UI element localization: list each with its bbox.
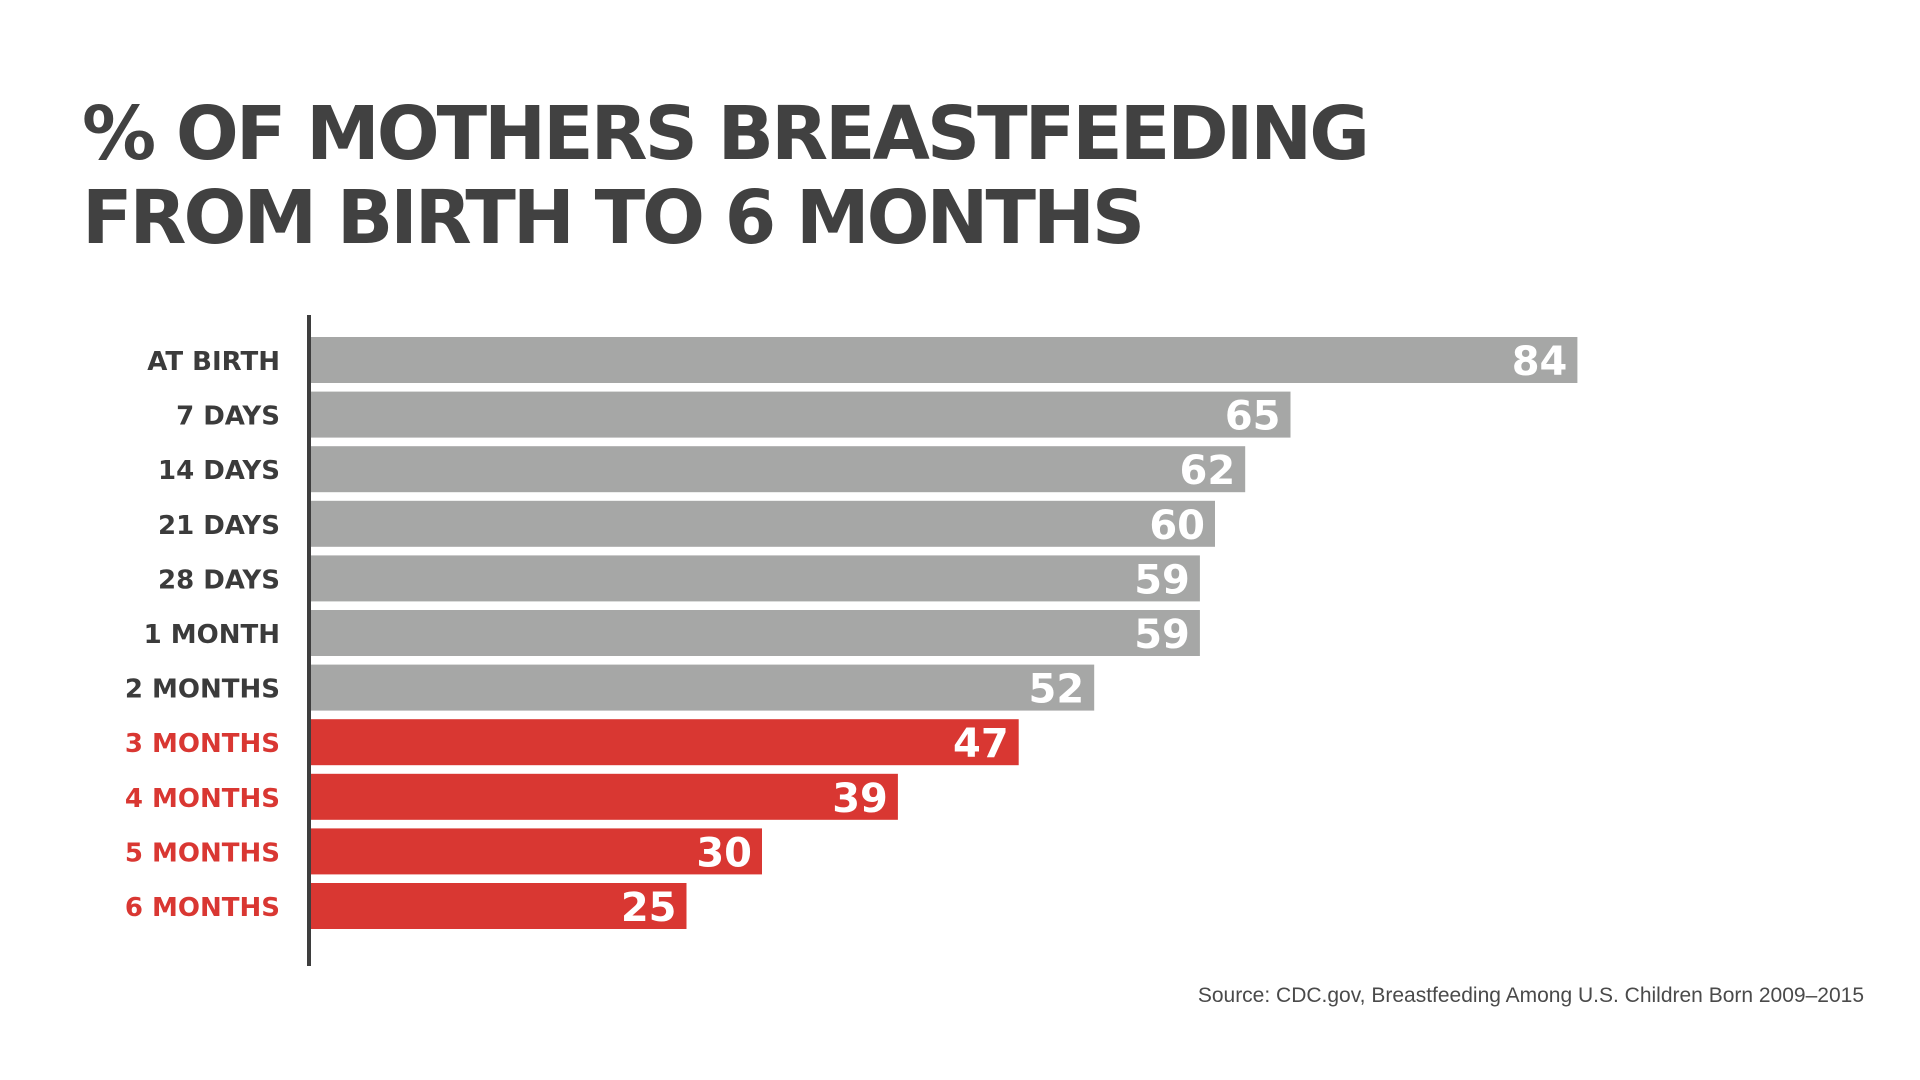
value-label-4-months: 39 (832, 776, 888, 822)
chart-title-line-2: FROM BIRTH TO 6 MONTHS (82, 175, 1145, 261)
bar-2-months (309, 664, 1095, 711)
bar-7-days (309, 391, 1291, 438)
bar-3-months (309, 719, 1019, 766)
value-label-at-birth: 84 (1512, 339, 1568, 385)
value-label-6-months: 25 (621, 885, 677, 931)
value-label-7-days: 65 (1225, 394, 1281, 440)
category-label-1-month: 1 MONTH (144, 620, 280, 650)
category-label-28-days: 28 DAYS (158, 565, 280, 595)
chart-title-line-1: % OF MOTHERS BREASTFEEDING (82, 91, 1370, 177)
bar-1-month (309, 610, 1200, 656)
bar-6-months (309, 883, 687, 929)
chart-title: % OF MOTHERS BREASTFEEDING FROM BIRTH TO… (82, 91, 1370, 261)
category-label-7-days: 7 DAYS (176, 402, 280, 432)
value-label-28-days: 59 (1134, 557, 1190, 603)
value-label-14-days: 62 (1180, 448, 1236, 494)
category-label-3-months: 3 MONTHS (125, 729, 280, 759)
category-label-at-birth: AT BIRTH (147, 347, 280, 377)
value-label-3-months: 47 (953, 721, 1009, 767)
value-label-1-month: 59 (1134, 612, 1190, 658)
bar-21-days (309, 500, 1215, 547)
value-label-2-months: 52 (1029, 667, 1085, 713)
value-label-5-months: 30 (696, 830, 752, 876)
category-label-6-months: 6 MONTHS (125, 893, 280, 923)
bar-28-days (309, 555, 1200, 602)
category-label-2-months: 2 MONTHS (125, 675, 280, 705)
bar-5-months (309, 828, 762, 875)
bar-at-birth (309, 337, 1578, 383)
bar-14-days (309, 446, 1246, 493)
category-label-14-days: 14 DAYS (158, 456, 280, 486)
value-label-21-days: 60 (1149, 503, 1205, 549)
category-label-5-months: 5 MONTHS (125, 838, 280, 868)
category-label-4-months: 4 MONTHS (125, 784, 280, 814)
bar-4-months (309, 773, 898, 820)
source-note: Source: CDC.gov, Breastfeeding Among U.S… (1197, 984, 1864, 1007)
category-label-21-days: 21 DAYS (158, 511, 280, 541)
